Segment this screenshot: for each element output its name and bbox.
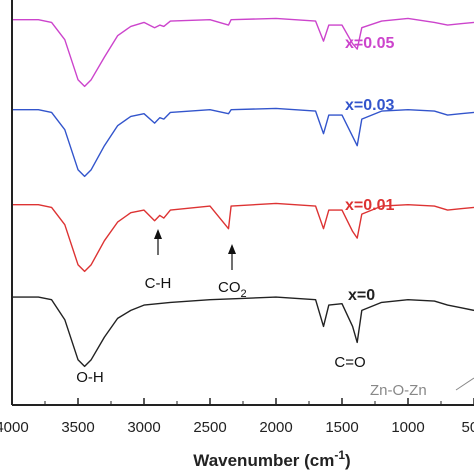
x-tick-label-1500: 1500 [325, 419, 358, 436]
o-h-label: O-H [76, 369, 104, 386]
series-label-4: x=0 [348, 287, 375, 304]
series-label-2: x=0.03 [345, 97, 394, 114]
c-h-label: C-H [145, 275, 172, 292]
x-axis-title-main: Wavenumber (cm [193, 451, 334, 470]
x-tick-label-4000: 4000 [0, 419, 29, 436]
series-layer: x=0.05 x=0.03 x=0.01 x=0 [12, 17, 474, 368]
x-tick-label-2000: 2000 [259, 419, 292, 436]
x-axis-title-sup: -1 [334, 448, 345, 462]
x-ticks: 4000 3500 3000 2500 2000 1500 1000 500 [0, 398, 474, 436]
series-label-3: x=0.01 [345, 197, 394, 214]
series-line-2 [12, 107, 474, 178]
co2-label: CO2 [218, 279, 247, 300]
c-h-arrow-head [154, 229, 162, 239]
zn-o-zn-pointer [455, 377, 474, 391]
x-tick-label-1000: 1000 [391, 419, 424, 436]
series-label-1: x=0.05 [345, 35, 394, 52]
co2-label-main: CO [218, 279, 241, 296]
x-axis-title-end: ) [345, 451, 351, 470]
x-tick-label-3500: 3500 [61, 419, 94, 436]
co2-arrow-head [228, 244, 236, 254]
x-tick-label-3000: 3000 [127, 419, 160, 436]
annotation-layer: C-H CO2 O-H C=O Zn-O-Zn [76, 229, 474, 399]
series-line-1 [12, 17, 474, 88]
x-axis-title: Wavenumber (cm-1) [193, 448, 350, 470]
x-tick-label-2500: 2500 [193, 419, 226, 436]
series-line-3 [12, 202, 474, 273]
x-tick-label-500: 500 [461, 419, 474, 436]
series-line-4 [12, 296, 474, 368]
co2-label-sub: 2 [241, 288, 247, 300]
c-o-label: C=O [334, 354, 365, 371]
zn-o-zn-label: Zn-O-Zn [370, 382, 427, 399]
